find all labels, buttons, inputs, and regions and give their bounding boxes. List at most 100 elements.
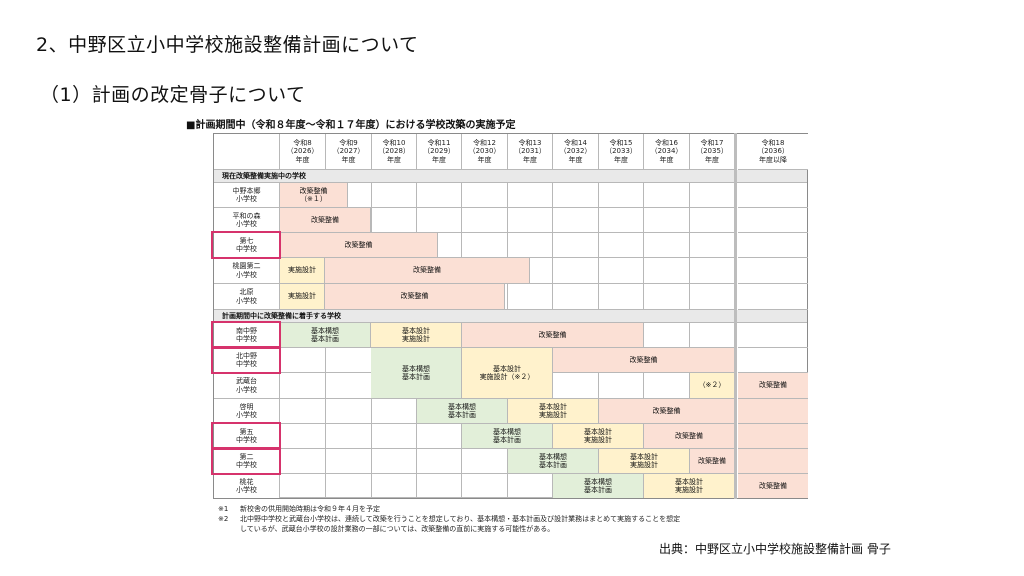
grid-cell bbox=[280, 399, 326, 424]
bar-construction: 改築整備 bbox=[690, 449, 735, 474]
school-name-2: 小学校 bbox=[236, 296, 257, 305]
year-ad: （2036） bbox=[757, 147, 789, 156]
grid-cell bbox=[690, 258, 735, 284]
year-header: 令和10 （2028） 年度 bbox=[372, 134, 417, 170]
year-ad: （2030） bbox=[468, 147, 501, 156]
school-name-1: 桃花 bbox=[239, 477, 254, 486]
bar-detailed-design: 実施設計 bbox=[280, 258, 325, 284]
footnote-mark bbox=[218, 524, 240, 534]
bar-design: 基本設計 実施設計 bbox=[371, 323, 462, 348]
year-era: 令和13 bbox=[518, 138, 542, 147]
school-name-1: 第五 bbox=[239, 427, 254, 436]
school-name-1: 北中野 bbox=[236, 351, 257, 360]
grid-cell bbox=[326, 449, 372, 474]
school-name-1: 中野本郷 bbox=[232, 186, 261, 195]
school-name-1: 啓明 bbox=[239, 402, 254, 411]
bar-basic-plan: 基本構想 基本計画 bbox=[280, 323, 371, 348]
highlight-box bbox=[211, 321, 281, 349]
grid-cell bbox=[599, 284, 644, 310]
year-ad: （2031） bbox=[514, 147, 546, 156]
grid-cell bbox=[553, 208, 599, 233]
grid-cell bbox=[738, 233, 808, 258]
bar-construction: 改築整備 （※１） bbox=[280, 183, 348, 208]
footnote-text: 北中野中学校と武蔵台小学校は、連続して改築を行うことを想定しており、基本構想・基… bbox=[240, 515, 681, 523]
school-name-1: 北原 bbox=[239, 288, 254, 296]
year-suffix: 年度 bbox=[613, 155, 628, 164]
highlight-box bbox=[211, 447, 281, 475]
section-current: 現在改築整備実施中の学校 bbox=[214, 170, 807, 183]
bar-basic-plan: 基本構想 基本計画 bbox=[462, 424, 553, 449]
year-suffix: 年度以降 bbox=[758, 155, 787, 164]
grid-cell bbox=[326, 373, 372, 399]
school-name-2: 小学校 bbox=[236, 385, 257, 394]
grid-cell bbox=[372, 208, 417, 233]
grid-cell bbox=[280, 373, 326, 399]
bar-construction: 改築整備 bbox=[325, 284, 505, 310]
section-upcoming: 計画期間中に改築整備に着手する学校 bbox=[214, 310, 807, 323]
grid-cell bbox=[644, 258, 690, 284]
year-ad: （2027） bbox=[332, 147, 365, 156]
school-name-1: 武蔵台 bbox=[236, 377, 257, 385]
grid-cell bbox=[738, 258, 808, 284]
grid-cell bbox=[553, 284, 599, 310]
grid-cell bbox=[280, 449, 326, 474]
grid-cell bbox=[690, 233, 735, 258]
grid-cell bbox=[644, 233, 690, 258]
school-name-2: 小学校 bbox=[236, 486, 257, 494]
year-suffix: 年度 bbox=[704, 155, 719, 164]
page-subheading: （1）計画の改定骨子について bbox=[40, 84, 306, 106]
year-era: 令和16 bbox=[655, 138, 678, 147]
bar-construction: 改築整備 bbox=[553, 348, 735, 373]
bar-design: 基本設計 実施設計 bbox=[508, 399, 599, 424]
footnote: しているが、武蔵台小学校の設計業務の一部については、改築整備の直前に実施する可能… bbox=[218, 524, 680, 534]
bar-construction-continued bbox=[738, 424, 808, 449]
year-era: 令和11 bbox=[427, 138, 451, 147]
schedule-table: 令和8 （2026） 年度 令和9 （2027） 年度 令和10 （2028） 年度 令和1… bbox=[213, 133, 808, 499]
year-ad: （2033） bbox=[605, 147, 637, 156]
school-name-1: 桃園第二 bbox=[232, 262, 261, 270]
year-header: 令和16 （2034） 年度 bbox=[644, 134, 690, 170]
bar-construction: 改築整備 bbox=[738, 373, 808, 399]
school-name-2: 中学校 bbox=[236, 335, 257, 343]
bar-construction-continued bbox=[738, 399, 808, 424]
grid-cell bbox=[690, 323, 735, 348]
year-era: 令和10 bbox=[382, 138, 406, 147]
grid-cell bbox=[462, 233, 508, 258]
table-title: ■計画期間中（令和８年度～令和１７年度）における学校改築の実施予定 bbox=[186, 120, 516, 131]
page-heading: 2、中野区立小中学校施設整備計画について bbox=[36, 34, 419, 56]
grid-cell bbox=[372, 399, 417, 424]
bar-construction: 改築整備 bbox=[462, 323, 644, 348]
footnote-text: 新校舎の供用開始時期は令和９年４月を予定 bbox=[240, 505, 380, 513]
year-suffix: 年度 bbox=[341, 155, 356, 164]
year-ad: （2026） bbox=[286, 147, 319, 156]
year-suffix: 年度 bbox=[431, 155, 446, 164]
school-name-2: 中学校 bbox=[236, 360, 257, 368]
year-era: 令和12 bbox=[473, 138, 496, 147]
grid-cell bbox=[738, 183, 808, 208]
year-ad: （2029） bbox=[423, 147, 455, 156]
grid-cell bbox=[738, 284, 808, 310]
grid-cell bbox=[553, 373, 599, 399]
footnote-text: しているが、武蔵台小学校の設計業務の一部については、改築整備の直前に実施する可能… bbox=[240, 525, 555, 533]
bar-design: 基本設計 実施設計 bbox=[553, 424, 644, 449]
source-citation: 出典：中野区立小中学校施設整備計画 骨子 bbox=[659, 542, 891, 556]
grid-cell bbox=[508, 284, 553, 310]
highlight-box bbox=[211, 346, 281, 374]
year-era: 令和17 bbox=[700, 138, 724, 147]
school-name-1: 第七 bbox=[239, 236, 254, 245]
grid-cell bbox=[553, 233, 599, 258]
footnote: ※1 新校舎の供用開始時期は令和９年４月を予定 bbox=[218, 504, 680, 514]
bar-basic-plan: 基本構想 基本計画 bbox=[508, 449, 599, 474]
school-name-2: 中学校 bbox=[236, 436, 257, 444]
grid-cell bbox=[462, 474, 508, 498]
bar-design: 基本設計 実施設計（※２） bbox=[462, 348, 553, 399]
grid-cell bbox=[738, 348, 808, 373]
grid-cell bbox=[738, 208, 808, 233]
grid-cell bbox=[372, 424, 417, 449]
year-suffix: 年度 bbox=[568, 155, 583, 164]
grid-cell bbox=[326, 424, 372, 449]
grid-cell bbox=[508, 208, 553, 233]
school-name-1: 南中野 bbox=[236, 326, 257, 335]
grid-cell bbox=[372, 474, 417, 498]
grid-cell bbox=[508, 474, 553, 498]
